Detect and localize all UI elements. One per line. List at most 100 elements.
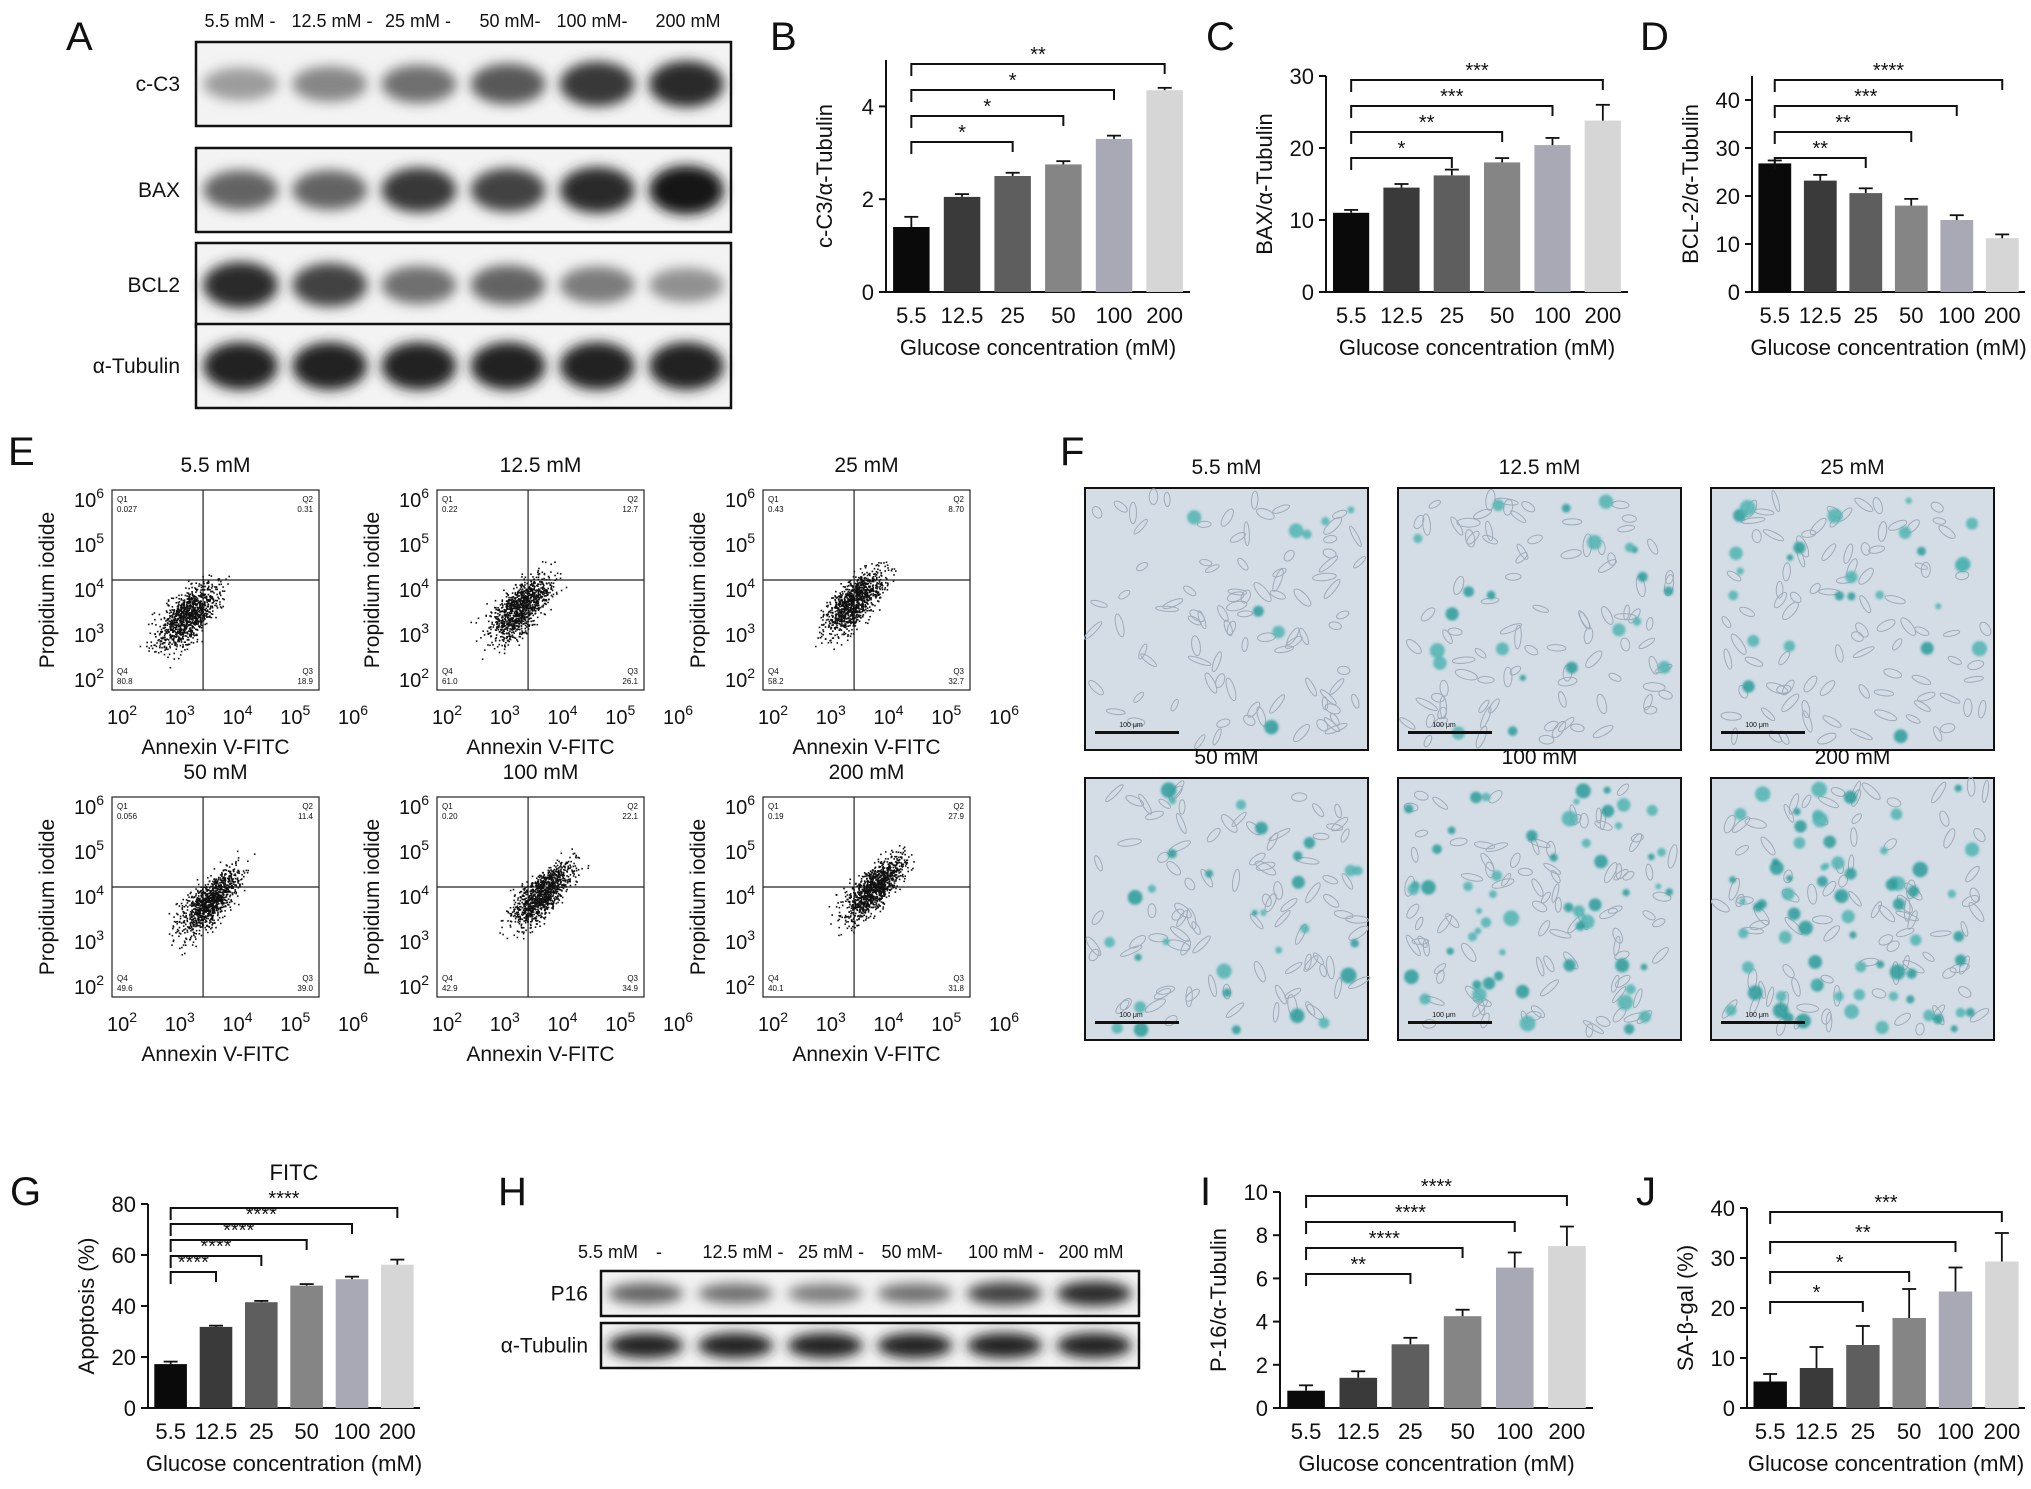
- flow-event: [509, 602, 511, 605]
- flow-event: [533, 607, 536, 610]
- flow-event: [198, 933, 201, 935]
- flow-event: [850, 589, 853, 592]
- flow-event: [518, 619, 520, 621]
- flow-event: [227, 884, 229, 886]
- flow-event: [194, 936, 196, 938]
- flow-event: [828, 624, 830, 627]
- flow-event: [178, 623, 180, 625]
- flow-event: [195, 582, 197, 584]
- flow-event: [189, 630, 192, 633]
- flow-event: [846, 639, 849, 642]
- flow-event: [881, 581, 883, 584]
- flow-event: [194, 614, 197, 616]
- flow-event: [859, 593, 861, 596]
- flow-event: [212, 610, 214, 612]
- flow-event: [209, 611, 211, 614]
- flow-event: [183, 630, 185, 633]
- flow-event: [852, 622, 855, 624]
- flow-event: [549, 894, 552, 897]
- flow-event: [183, 601, 186, 604]
- flow-event: [520, 633, 523, 636]
- flow-event: [172, 627, 174, 629]
- flow-event: [186, 917, 189, 920]
- flow-event: [175, 615, 178, 617]
- flow-event: [195, 933, 197, 935]
- flow-event: [553, 897, 555, 899]
- flow-event: [215, 899, 218, 902]
- flow-event: [210, 913, 212, 916]
- flow-event: [865, 565, 867, 567]
- flow-event: [864, 608, 867, 611]
- flow-event: [521, 588, 524, 590]
- flow-event: [182, 620, 185, 623]
- flow-event: [849, 621, 851, 623]
- flow-event: [192, 594, 194, 596]
- flow-event: [178, 620, 181, 622]
- flow-event: [859, 582, 862, 585]
- blot-lane-header: 5.5 mM: [578, 1242, 638, 1262]
- flow-event: [221, 910, 223, 912]
- flow-event: [527, 596, 530, 598]
- flow-event: [237, 886, 240, 889]
- flow-event: [843, 611, 846, 613]
- flow-event: [188, 927, 190, 930]
- flow-event: [551, 589, 554, 592]
- flow-event: [198, 625, 200, 628]
- flow-event: [512, 915, 515, 918]
- flow-event: [215, 885, 218, 887]
- flow-event: [220, 580, 222, 583]
- flow-event: [543, 592, 546, 594]
- flow-event: [829, 622, 831, 625]
- flow-event: [817, 637, 819, 639]
- flow-event: [164, 639, 167, 642]
- flow-event: [862, 615, 864, 618]
- flow-event: [550, 872, 552, 874]
- flow-event: [832, 624, 834, 626]
- flow-event: [858, 614, 860, 616]
- flow-event: [202, 581, 205, 583]
- flow-event: [198, 929, 201, 932]
- flow-event: [876, 578, 878, 581]
- flow-event: [507, 616, 509, 619]
- flow-event: [550, 588, 553, 590]
- flow-event: [539, 595, 542, 597]
- flow-event: [858, 595, 860, 597]
- flow-event: [524, 627, 527, 630]
- flow-event: [218, 886, 220, 888]
- flow-event: [174, 642, 176, 645]
- flow-event: [184, 607, 186, 609]
- flow-event: [527, 597, 530, 600]
- flow-event: [525, 588, 528, 591]
- flow-event: [165, 631, 167, 633]
- flow-event: [224, 905, 227, 907]
- flow-event: [514, 583, 517, 586]
- flow-event: [186, 601, 189, 603]
- flow-event: [497, 618, 499, 621]
- flow-event: [161, 637, 163, 640]
- flow-event: [180, 604, 183, 607]
- flow-event: [542, 604, 545, 606]
- flow-event: [196, 613, 199, 615]
- flow-x-axis-label: Annexin V-FITC: [792, 736, 940, 759]
- flow-event: [205, 917, 208, 920]
- flow-event: [852, 625, 855, 627]
- flow-event: [518, 604, 520, 607]
- flow-event: [186, 929, 189, 932]
- flow-event: [874, 604, 876, 607]
- flow-event: [501, 610, 503, 613]
- flow-event: [527, 593, 530, 595]
- flow-event: [196, 619, 199, 621]
- flow-event: [225, 894, 228, 897]
- flow-event: [507, 605, 510, 608]
- flow-event: [175, 602, 178, 604]
- blot-band: [203, 342, 279, 390]
- flow-event: [507, 623, 509, 626]
- flow-event: [212, 601, 215, 604]
- flow-event: [538, 896, 541, 898]
- flow-event: [836, 624, 838, 627]
- flow-event: [201, 922, 203, 924]
- flow-event: [194, 908, 197, 911]
- flow-event: [832, 637, 835, 639]
- flow-y-tick-label: 102: [399, 665, 429, 692]
- flow-event: [159, 625, 161, 628]
